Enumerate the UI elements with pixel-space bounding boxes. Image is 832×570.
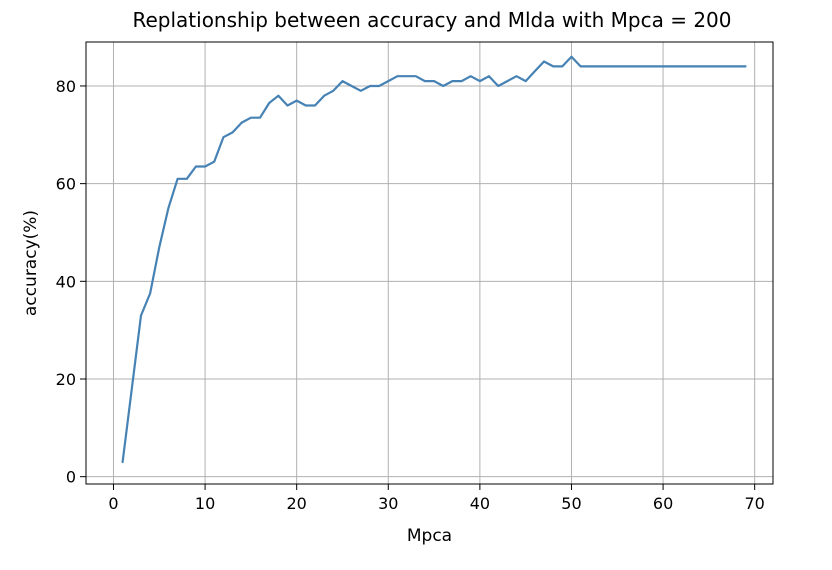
x-tick-label: 20: [287, 494, 307, 513]
series-line: [121, 55, 747, 464]
x-tick-label: 30: [378, 494, 398, 513]
y-tick-label: 40: [56, 272, 76, 291]
x-axis-ticks: 0 10 20 30 40 50 60 70: [108, 484, 765, 513]
y-tick-label: 20: [56, 370, 76, 389]
plot-frame: [85, 41, 774, 485]
x-tick-label: 0: [108, 494, 118, 513]
y-axis-label: accuracy(%): [21, 210, 41, 316]
x-axis-label: Mpca: [407, 526, 452, 546]
x-tick-label: 60: [653, 494, 673, 513]
plot-series: [121, 55, 747, 464]
x-tick-label: 40: [470, 494, 490, 513]
y-axis-ticks: 0 20 40 60 80: [56, 77, 86, 487]
y-tick-label: 80: [56, 77, 76, 96]
x-tick-label: 50: [561, 494, 581, 513]
chart-title: Replationship between accuracy and Mlda …: [132, 8, 731, 32]
grid-lines: [86, 42, 773, 484]
y-tick-label: 60: [56, 175, 76, 194]
x-tick-label: 70: [745, 494, 765, 513]
x-tick-label: 10: [195, 494, 215, 513]
y-tick-label: 0: [66, 468, 76, 487]
